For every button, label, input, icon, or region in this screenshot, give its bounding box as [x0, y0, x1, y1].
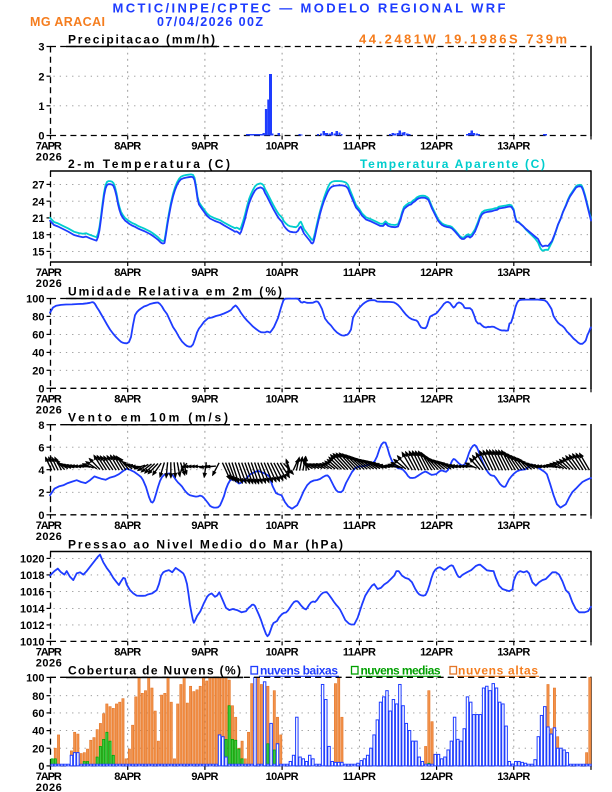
svg-text:0: 0	[38, 131, 44, 143]
svg-text:9APR: 9APR	[191, 393, 218, 405]
svg-text:18: 18	[32, 230, 44, 242]
svg-text:nuvens altas: nuvens altas	[458, 663, 538, 677]
svg-text:40: 40	[32, 726, 44, 738]
svg-text:12APR: 12APR	[420, 267, 453, 279]
svg-text:4: 4	[38, 465, 45, 477]
svg-text:1: 1	[38, 101, 44, 113]
svg-text:2026: 2026	[36, 782, 62, 792]
svg-text:13APR: 13APR	[497, 393, 530, 405]
svg-text:1012: 1012	[20, 620, 44, 632]
svg-text:13APR: 13APR	[497, 520, 530, 532]
svg-text:8APR: 8APR	[114, 393, 141, 405]
svg-text:7APR: 7APR	[36, 141, 62, 153]
svg-text:40: 40	[32, 348, 44, 360]
svg-text:1018: 1018	[20, 570, 44, 582]
svg-text:0: 0	[38, 383, 44, 395]
svg-text:27: 27	[32, 180, 44, 192]
svg-text:10APR: 10APR	[266, 771, 299, 783]
svg-text:11APR: 11APR	[343, 141, 376, 153]
svg-text:Temperatura Aparente (C): Temperatura Aparente (C)	[360, 157, 545, 171]
svg-text:07/04/2026 00Z: 07/04/2026 00Z	[157, 15, 263, 29]
svg-text:12APR: 12APR	[420, 520, 453, 532]
svg-text:8APR: 8APR	[114, 141, 141, 153]
svg-text:13APR: 13APR	[497, 267, 530, 279]
svg-text:1010: 1010	[20, 637, 44, 649]
svg-text:21: 21	[32, 213, 44, 225]
svg-text:7APR: 7APR	[36, 520, 62, 532]
svg-text:nuvens baixas: nuvens baixas	[260, 663, 338, 677]
svg-text:10APR: 10APR	[266, 141, 299, 153]
svg-text:20: 20	[32, 365, 44, 377]
svg-text:100: 100	[26, 673, 44, 685]
svg-text:7APR: 7APR	[36, 393, 62, 405]
svg-text:2026: 2026	[36, 152, 62, 164]
svg-text:2: 2	[38, 71, 44, 83]
svg-text:1016: 1016	[20, 587, 44, 599]
svg-text:80: 80	[32, 691, 44, 703]
svg-text:9APR: 9APR	[191, 646, 218, 658]
svg-text:9APR: 9APR	[191, 141, 218, 153]
svg-text:7APR: 7APR	[36, 771, 62, 783]
svg-text:24: 24	[32, 196, 45, 208]
svg-text:20: 20	[32, 743, 44, 755]
svg-text:1020: 1020	[20, 554, 44, 566]
svg-text:1014: 1014	[20, 604, 45, 616]
svg-text:8APR: 8APR	[114, 267, 141, 279]
svg-text:10APR: 10APR	[266, 267, 299, 279]
svg-text:8APR: 8APR	[114, 771, 141, 783]
svg-text:11APR: 11APR	[343, 393, 376, 405]
svg-text:2026: 2026	[36, 658, 62, 670]
svg-text:12APR: 12APR	[420, 771, 453, 783]
svg-text:12APR: 12APR	[420, 141, 453, 153]
svg-text:12APR: 12APR	[420, 393, 453, 405]
svg-text:60: 60	[32, 330, 44, 342]
svg-text:12APR: 12APR	[420, 646, 453, 658]
svg-text:13APR: 13APR	[497, 771, 530, 783]
svg-text:10APR: 10APR	[266, 393, 299, 405]
svg-text:15: 15	[32, 247, 44, 259]
svg-text:8APR: 8APR	[114, 520, 141, 532]
svg-text:60: 60	[32, 708, 44, 720]
svg-text:Cobertura de Nuvens (%): Cobertura de Nuvens (%)	[68, 663, 241, 677]
svg-text:MCTIC/INPE/CPTEC — MODELO REGI: MCTIC/INPE/CPTEC — MODELO REGIONAL WRF	[113, 0, 506, 15]
svg-text:2026: 2026	[36, 278, 62, 290]
svg-text:0: 0	[38, 510, 44, 522]
svg-text:3: 3	[38, 42, 44, 54]
svg-text:Precipitacao (mm/h): Precipitacao (mm/h)	[68, 32, 215, 46]
svg-text:9APR: 9APR	[191, 267, 218, 279]
svg-text:80: 80	[32, 312, 44, 324]
svg-text:13APR: 13APR	[497, 646, 530, 658]
svg-text:10APR: 10APR	[266, 646, 299, 658]
svg-text:nuvens medias: nuvens medias	[361, 663, 441, 677]
svg-text:Vento em 10m (m/s): Vento em 10m (m/s)	[68, 411, 228, 425]
svg-text:9APR: 9APR	[191, 520, 218, 532]
svg-text:9APR: 9APR	[191, 771, 218, 783]
svg-text:2026: 2026	[36, 405, 62, 417]
svg-text:Pressao ao Nivel Medio do Mar: Pressao ao Nivel Medio do Mar (hPa)	[68, 538, 343, 552]
svg-text:13APR: 13APR	[497, 141, 530, 153]
svg-text:8: 8	[38, 420, 44, 432]
svg-text:8APR: 8APR	[114, 646, 141, 658]
svg-text:11APR: 11APR	[343, 646, 376, 658]
svg-text:2026: 2026	[36, 531, 62, 543]
svg-text:11APR: 11APR	[343, 267, 376, 279]
svg-text:MG ARACAI: MG ARACAI	[30, 15, 105, 29]
svg-text:100: 100	[26, 294, 44, 306]
svg-text:6: 6	[38, 442, 44, 454]
svg-text:10APR: 10APR	[266, 520, 299, 532]
svg-text:2-m Temperatura (C): 2-m Temperatura (C)	[68, 157, 230, 171]
svg-text:11APR: 11APR	[343, 520, 376, 532]
svg-text:7APR: 7APR	[36, 646, 62, 658]
svg-text:7APR: 7APR	[36, 267, 62, 279]
svg-text:2: 2	[38, 487, 44, 499]
svg-text:0: 0	[38, 761, 44, 773]
svg-text:44.2481W 19.1986S 739m: 44.2481W 19.1986S 739m	[359, 31, 567, 46]
svg-text:11APR: 11APR	[343, 771, 376, 783]
svg-text:Umidade Relativa em 2m (%): Umidade Relativa em 2m (%)	[68, 285, 282, 299]
